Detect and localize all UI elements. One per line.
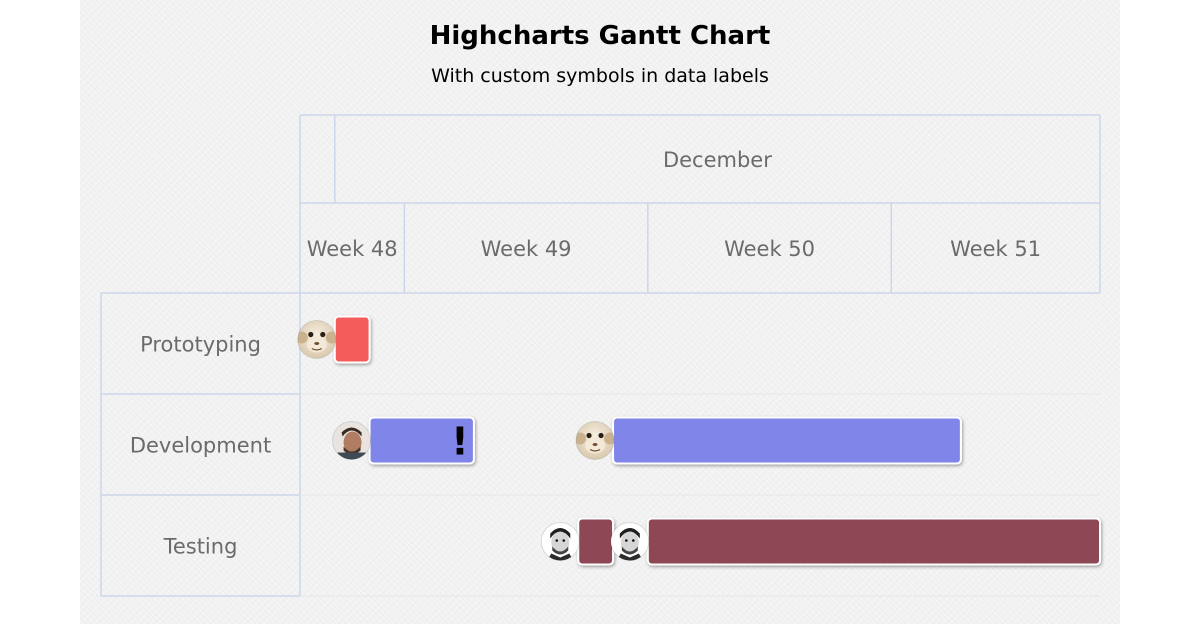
week-label: Week 50 [724, 237, 815, 261]
task-bar-development[interactable]: ! [332, 416, 475, 465]
exclamation-icon: ! [451, 420, 468, 464]
monkey-face-icon [575, 421, 615, 460]
axis-header-labels: December Week 48 Week 49 Week 50 Week 51 [307, 148, 1041, 261]
chart-subtitle: With custom symbols in data labels [431, 65, 769, 87]
businessman-portrait-icon [610, 522, 650, 561]
category-labels: Prototyping Development Testing [130, 333, 271, 559]
task-bar-rect[interactable] [577, 517, 615, 566]
task-bar-development[interactable] [574, 416, 962, 465]
businessman-portrait-icon [540, 522, 580, 561]
task-bar-testing[interactable] [610, 517, 1102, 566]
task-bar-prototyping[interactable] [296, 315, 371, 364]
monkey-face-icon [297, 320, 337, 359]
axis-header-grid [101, 114, 1101, 294]
category-label: Testing [163, 535, 238, 559]
task-bars: ! [296, 315, 1102, 566]
chart-area: Highcharts Gantt Chart With custom symbo… [80, 0, 1120, 624]
task-bar-testing[interactable] [540, 517, 615, 566]
category-label: Development [130, 434, 271, 458]
man-portrait-icon [332, 421, 372, 460]
chart-title: Highcharts Gantt Chart [430, 21, 771, 51]
week-label: Week 49 [481, 237, 572, 261]
week-label: Week 48 [307, 237, 398, 261]
category-label: Prototyping [140, 333, 261, 357]
week-label: Week 51 [950, 237, 1041, 261]
task-bar-rect[interactable] [612, 416, 962, 465]
month-label: December [663, 148, 772, 172]
gantt-chart: Highcharts Gantt Chart With custom symbo… [100, 21, 1102, 597]
task-bar-rect[interactable] [333, 315, 371, 364]
task-bar-rect[interactable] [646, 517, 1102, 566]
